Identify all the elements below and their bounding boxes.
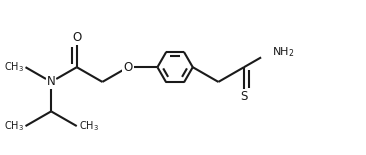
Text: N: N — [47, 75, 56, 88]
Text: CH$_3$: CH$_3$ — [4, 119, 23, 133]
Text: O: O — [72, 31, 81, 44]
Text: S: S — [240, 90, 248, 103]
Text: O: O — [123, 61, 132, 74]
Text: CH$_3$: CH$_3$ — [4, 60, 23, 74]
Text: CH$_3$: CH$_3$ — [79, 119, 99, 133]
Text: NH$_2$: NH$_2$ — [272, 46, 294, 59]
